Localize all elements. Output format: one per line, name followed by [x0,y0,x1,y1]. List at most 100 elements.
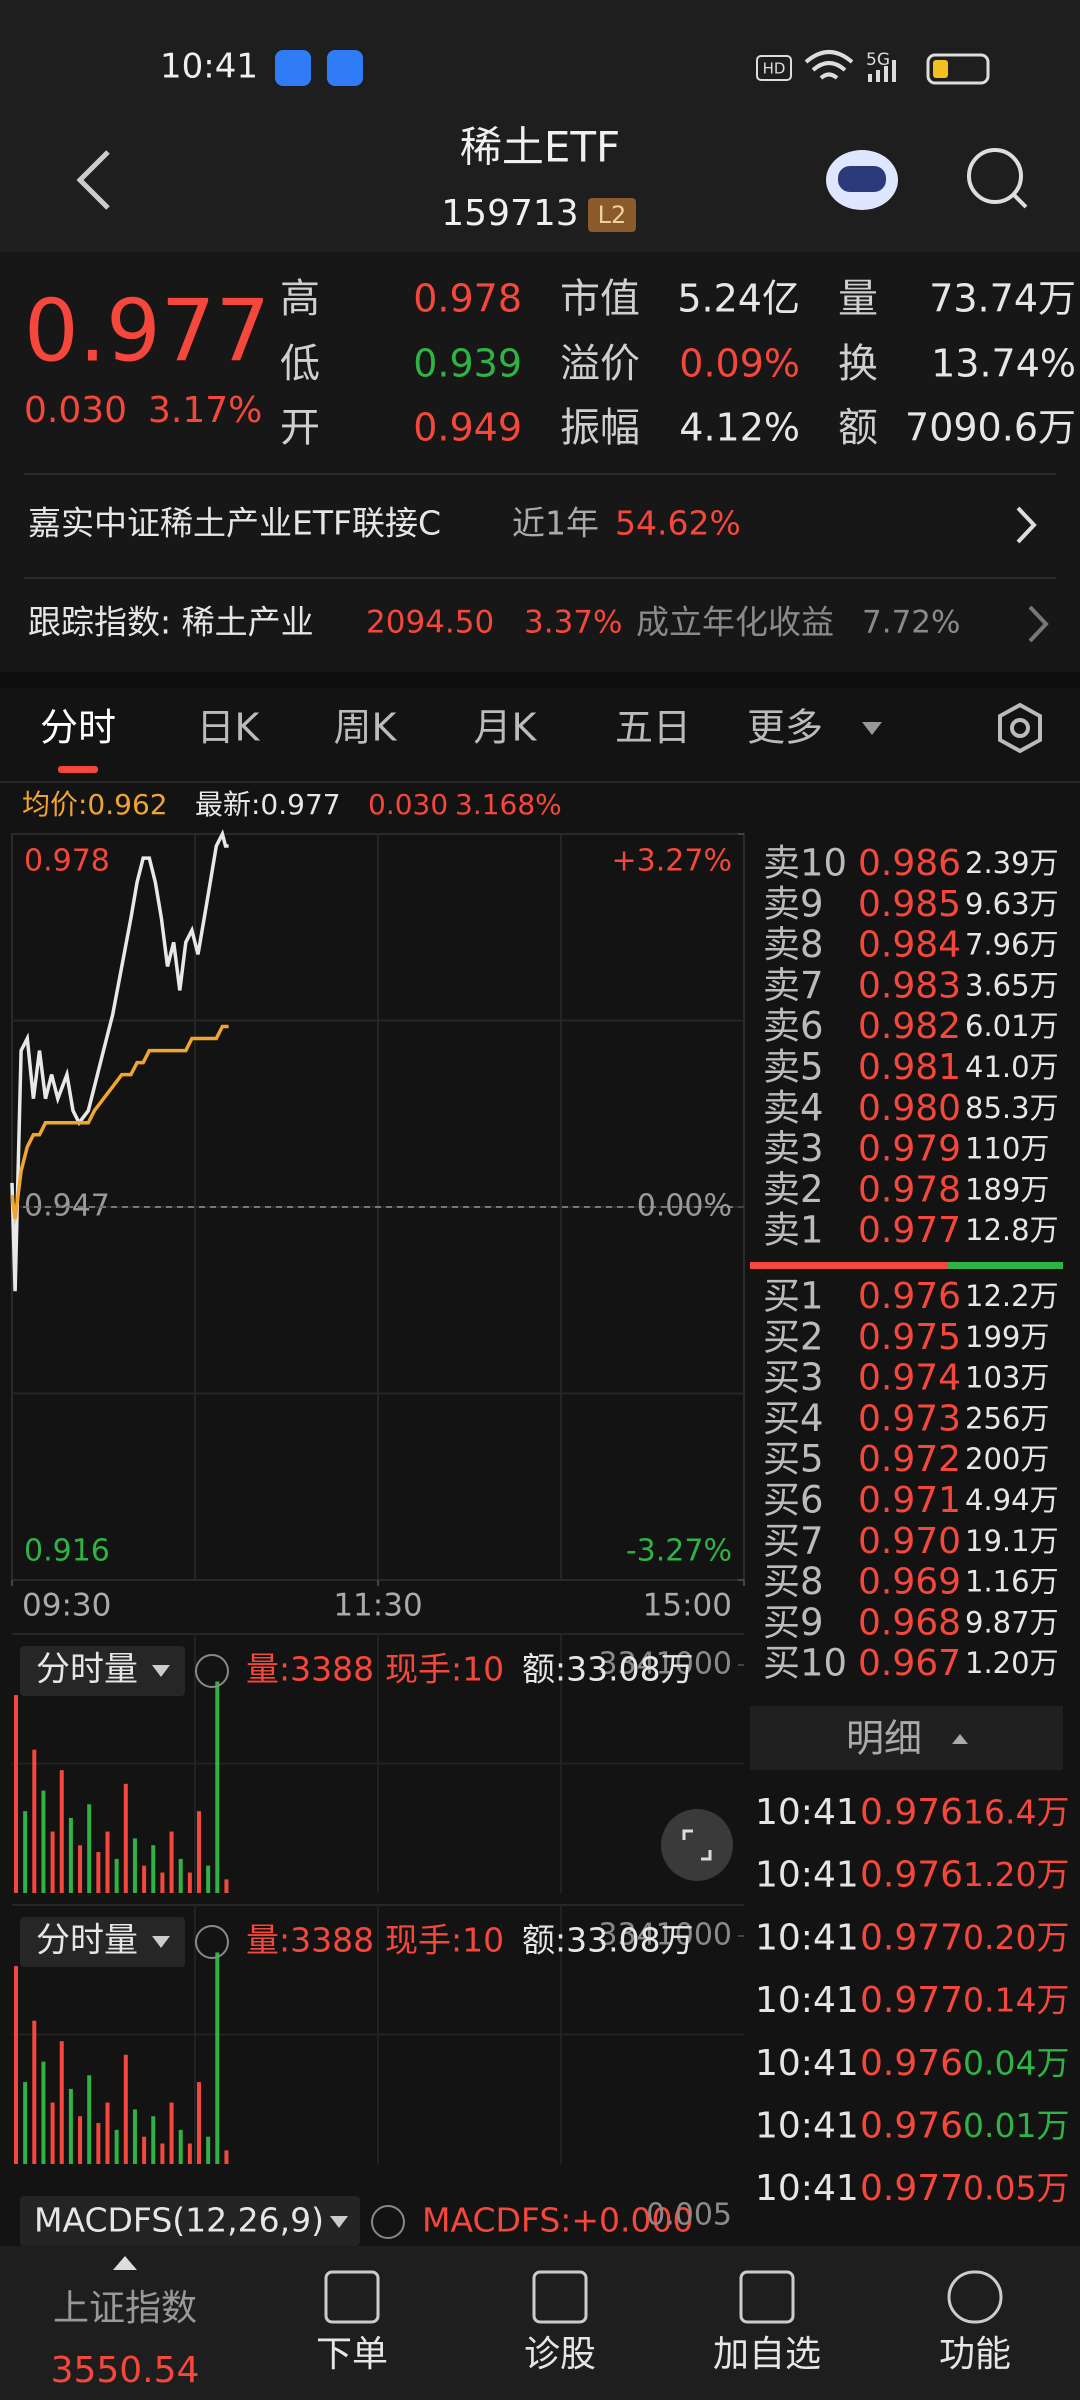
trade-time: 10:41 [755,2106,859,2147]
tab[interactable]: 分时 [40,706,116,750]
macd-label[interactable]: MACDFS(12,26,9) [34,2201,324,2240]
trade-price: 0.976 [860,2043,963,2084]
price-change: 0.030 [24,390,127,431]
annual-label: 成立年化收益 [636,603,834,642]
stat-value: 73.74万 [929,277,1076,321]
wifi-icon [804,50,854,80]
volume-bar [215,1952,220,2164]
book-volume: 9.87万 [965,1605,1059,1639]
header-bg [0,0,1080,252]
expand-arrow[interactable] [113,2256,137,2270]
stat-label: 市值 [560,276,640,322]
chevron[interactable] [1028,605,1049,643]
volume-bar [206,2136,211,2164]
book-price: 0.969 [858,1562,961,1603]
volume-bar [14,1966,18,2164]
book-label: 买5 [763,1438,824,1481]
nav-item[interactable]: 功能 [939,2334,1011,2375]
trades-title[interactable]: 明细 [846,1717,922,1761]
trade-price: 0.976 [860,1855,963,1896]
book-price: 0.983 [858,965,961,1006]
trade-volume: 1.20万 [963,1855,1069,1894]
book-label: 卖10 [763,842,847,885]
book-label: 卖2 [763,1168,824,1211]
nav-item[interactable]: 下单 [316,2334,388,2375]
nav-item[interactable]: 诊股 [524,2334,596,2375]
volume-bar [105,2102,110,2164]
volume-bar [169,1831,174,1893]
stat-value: 4.12% [679,406,800,450]
macd-max: 0.005 [646,2198,732,2233]
nav-icon[interactable] [532,2270,588,2324]
panel-hand: 现手:10 [385,1650,504,1689]
volume-bar [215,1681,220,1893]
volume-bar [32,2020,37,2164]
tab[interactable]: 更多 [747,706,823,750]
fullscreen-button[interactable] [661,1809,733,1881]
dropdown-arrow [152,1665,170,1677]
hd-icon [756,55,792,81]
volume-bar [224,1879,229,1893]
latest-price: 最新:0.977 [195,788,341,821]
volume-bar [23,2082,28,2164]
sort-arrow [952,1734,968,1744]
fund-period: 近1年 [512,504,599,543]
trade-time: 10:41 [755,1917,859,1958]
book-label: 买6 [763,1479,824,1522]
book-volume: 189万 [965,1172,1049,1206]
settings-button[interactable] [998,702,1042,754]
trade-time: 10:41 [755,1792,859,1833]
help-icon[interactable] [195,1925,229,1959]
tab[interactable]: 月K [474,706,538,750]
volume-bar [105,1831,110,1893]
nav-item[interactable]: 加自选 [713,2334,821,2375]
dropdown-arrow [330,2216,348,2228]
search-button[interactable] [967,148,1023,204]
help-icon[interactable] [195,1654,229,1688]
nav-icon[interactable] [947,2270,1003,2324]
volume-bar [41,1790,46,1893]
network-label: 5G [866,50,890,70]
fund-name[interactable]: 嘉实中证稀土产业ETF联接C [28,504,441,543]
book-volume: 256万 [965,1401,1049,1435]
trade-volume: 0.01万 [963,2106,1069,2145]
back-button[interactable] [76,150,110,210]
book-price: 0.980 [858,1088,961,1129]
tab[interactable]: 周K [334,706,398,750]
book-price: 0.970 [858,1521,961,1562]
dropdown-arrow [152,1936,170,1948]
y2-tick-label: -3.27% [626,1534,732,1569]
trade-time: 10:41 [755,1855,859,1896]
stat-value: 0.939 [413,342,522,386]
volume-bar [78,2116,83,2164]
tab[interactable]: 日K [197,706,261,750]
volume-bar [50,2102,55,2164]
book-price: 0.974 [858,1358,961,1399]
trade-price: 0.977 [860,1917,963,1958]
book-volume: 6.01万 [965,1009,1059,1043]
book-volume: 110万 [965,1132,1049,1166]
chart-bg [0,688,1080,2246]
chevron[interactable] [1016,506,1037,544]
book-label: 卖9 [763,882,824,925]
tab[interactable]: 五日 [615,706,691,750]
nav-icon[interactable] [739,2270,795,2324]
volume-bar [41,2061,46,2164]
volume-bar [187,1872,192,1893]
y-tick-label: 0.916 [24,1534,110,1569]
panel-title[interactable]: 分时量 [36,1921,138,1961]
stat-value: 7090.6万 [905,406,1076,450]
index-change: 3.37% [524,605,622,641]
panel-title[interactable]: 分时量 [36,1650,138,1690]
book-label: 买4 [763,1397,824,1440]
volume-bar [87,2075,92,2164]
book-price: 0.976 [858,1276,961,1317]
book-price: 0.972 [858,1439,961,1480]
trade-volume: 0.05万 [963,2169,1069,2208]
nav-icon[interactable] [324,2270,380,2324]
book-volume: 103万 [965,1361,1049,1395]
stat-label: 溢价 [560,341,640,387]
help-icon[interactable] [371,2205,405,2239]
nav-index-name[interactable]: 上证指数 [53,2288,197,2329]
book-volume: 12.2万 [965,1279,1059,1313]
